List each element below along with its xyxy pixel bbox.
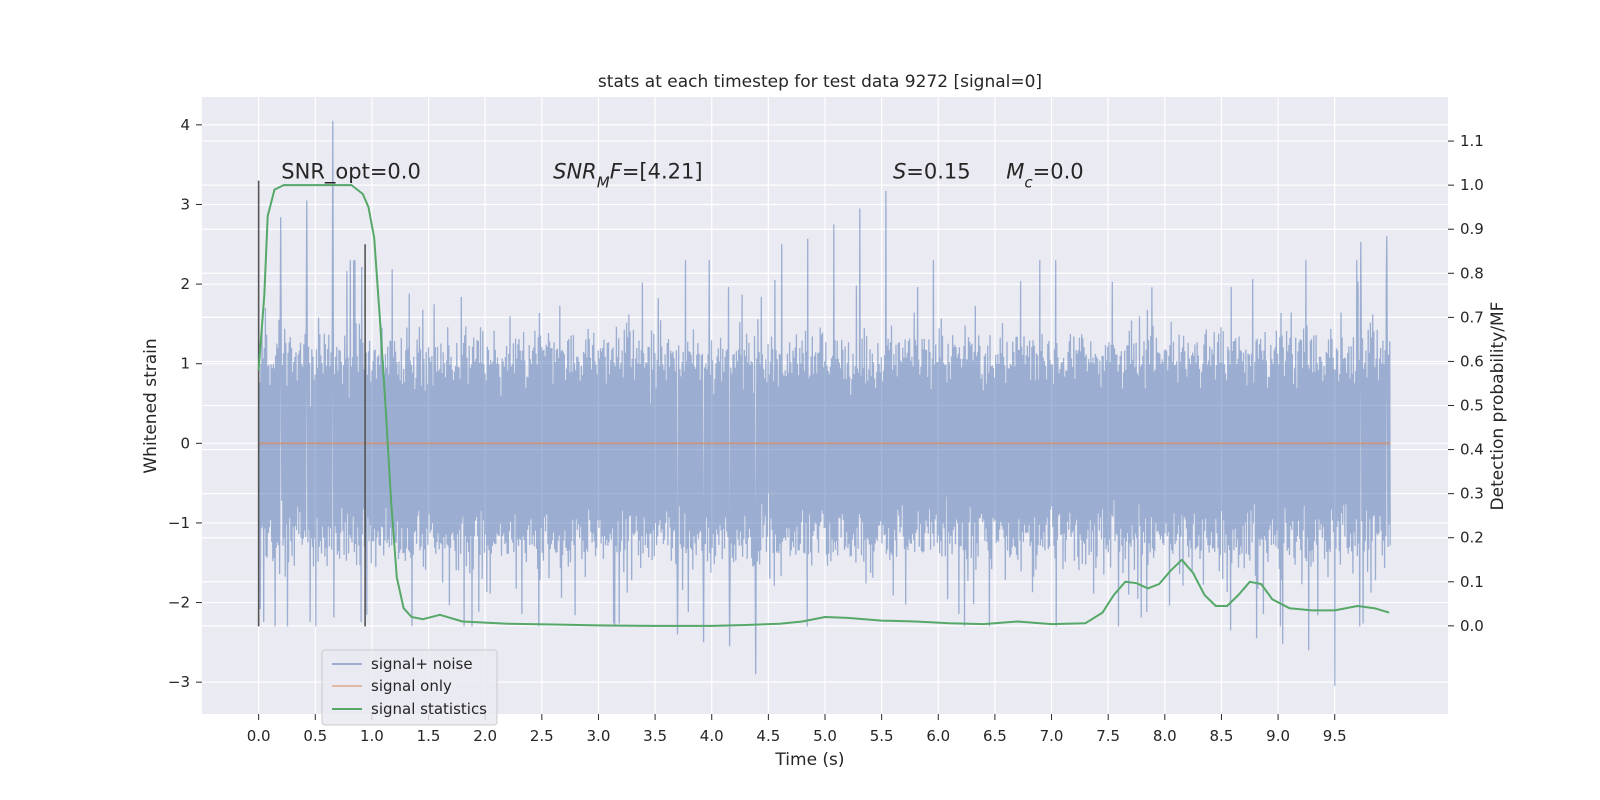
signal-statistics-line <box>257 184 1390 627</box>
x-axis-label: Time (s) <box>774 750 844 770</box>
x-tick-label: 2.5 <box>530 727 554 745</box>
y2-tick-label: 0.4 <box>1460 441 1484 459</box>
y2-axis-label: Detection probability/MF <box>1488 302 1508 511</box>
x-tick-label: 6.0 <box>926 727 950 745</box>
y2-tick-label: 1.0 <box>1460 176 1484 194</box>
y-tick-label: 3 <box>180 195 190 213</box>
x-tick-label: 8.5 <box>1210 727 1234 745</box>
x-tick-label: 4.0 <box>700 727 724 745</box>
x-tick-label: 3.0 <box>587 727 611 745</box>
x-tick-label: 0.0 <box>247 727 271 745</box>
annotation-2: S=0.15 <box>893 160 971 184</box>
x-tick-label: 7.5 <box>1096 727 1120 745</box>
annotation-0: SNR_opt=0.0 <box>281 160 421 185</box>
x-axis-ticks: 0.0 0.5 1.0 1.5 2.0 2.5 3.0 3.5 4.0 4.5 5.0 5.5 6.0 6… <box>247 714 1347 745</box>
legend-label-signal-noise: signal+ noise <box>371 655 473 673</box>
x-tick-label: 1.5 <box>417 727 441 745</box>
legend: signal+ noise signal only signal statist… <box>321 649 498 726</box>
y2-tick-label: 0.8 <box>1460 264 1484 282</box>
y2-axis-ticks: 0.0 0.1 0.2 0.3 0.4 0.5 0.6 0.7 0.8 0.9 1.0 1.1 <box>1448 132 1484 635</box>
x-tick-label: 7.0 <box>1040 727 1064 745</box>
x-tick-label: 9.0 <box>1266 727 1290 745</box>
legend-label-signal-statistics: signal statistics <box>371 700 487 718</box>
x-tick-label: 0.5 <box>303 727 327 745</box>
x-tick-label: 5.0 <box>813 727 837 745</box>
signal-noise-series <box>257 120 1391 687</box>
y-tick-label: −2 <box>168 594 190 612</box>
x-tick-label: 9.5 <box>1323 727 1347 745</box>
legend-label-signal-only: signal only <box>371 677 452 695</box>
y-tick-label: 2 <box>180 275 190 293</box>
x-tick-label: 1.0 <box>360 727 384 745</box>
y-tick-label: 1 <box>180 355 190 373</box>
chart-title: stats at each timestep for test data 927… <box>598 72 1042 92</box>
y-tick-label: 4 <box>180 116 190 134</box>
y-axis-ticks: −3 −2 −1 0 1 2 3 4 <box>168 116 202 691</box>
signal-statistics-series <box>257 184 1390 627</box>
y2-tick-label: 0.3 <box>1460 485 1484 503</box>
y2-tick-label: 0.7 <box>1460 308 1484 326</box>
x-tick-label: 6.5 <box>983 727 1007 745</box>
y-tick-label: −1 <box>168 514 190 532</box>
y2-tick-label: 1.1 <box>1460 132 1484 150</box>
x-tick-label: 2.0 <box>473 727 497 745</box>
x-tick-label: 5.5 <box>870 727 894 745</box>
y2-tick-label: 0.0 <box>1460 617 1484 635</box>
vertical-markers <box>257 180 366 627</box>
x-tick-label: 3.5 <box>643 727 667 745</box>
y2-tick-label: 0.1 <box>1460 573 1484 591</box>
y2-tick-label: 0.5 <box>1460 397 1484 415</box>
legend-box <box>321 649 498 726</box>
y-axis-label: Whitened strain <box>141 338 161 473</box>
signal-noise-line <box>257 120 1391 687</box>
y-tick-label: 0 <box>180 434 190 452</box>
x-tick-label: 4.5 <box>756 727 780 745</box>
y2-tick-label: 0.2 <box>1460 529 1484 547</box>
x-tick-label: 8.0 <box>1153 727 1177 745</box>
y2-tick-label: 0.9 <box>1460 220 1484 238</box>
y-tick-label: −3 <box>168 673 190 691</box>
y2-tick-label: 0.6 <box>1460 352 1484 370</box>
